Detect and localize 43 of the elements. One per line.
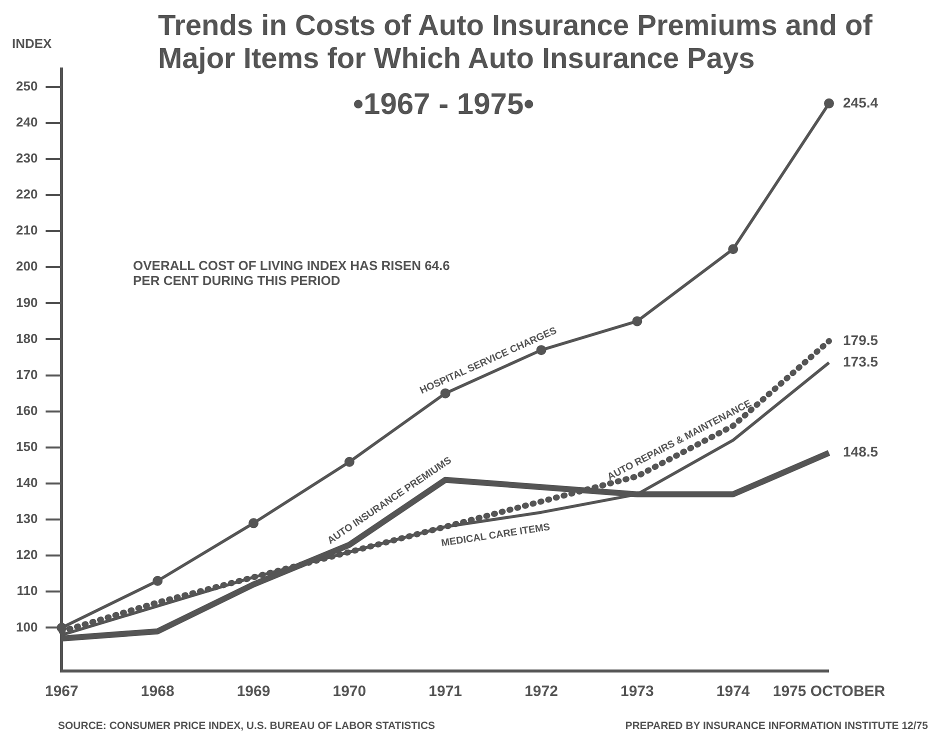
x-tick-label: 1974 — [716, 683, 750, 700]
y-tick-label: 190 — [16, 294, 38, 310]
data-label: 148.5 — [843, 444, 878, 460]
y-tick-label: 210 — [16, 222, 38, 238]
y-tick-label: 240 — [16, 114, 38, 130]
x-tick-label: 1967 — [45, 683, 78, 700]
data-label: 173.5 — [843, 354, 878, 370]
x-tick-label: 1969 — [236, 683, 270, 700]
text: MEDICAL CARE ITEMS — [440, 522, 552, 550]
y-tick-label: 120 — [16, 547, 38, 562]
point — [632, 316, 642, 326]
x-tick-label: 1973 — [620, 683, 654, 700]
x-tick-label: 1968 — [140, 683, 174, 700]
source-note: SOURCE: CONSUMER PRICE INDEX, U.S. BUREAU OF LABOR STATISTICS — [58, 720, 436, 732]
data-label: 179.5 — [843, 332, 878, 348]
x-tick-label: 1975 OCTOBER — [772, 683, 886, 700]
y-tick-label: 200 — [16, 258, 38, 274]
y-tick-label: 220 — [16, 186, 38, 202]
y-tick-label: 180 — [16, 330, 38, 346]
text: PREPARED BY INSURANCE INFORMATION INSTITUTE 12/75 — [625, 720, 928, 732]
text: •1967 - 1975• — [353, 88, 534, 122]
point — [56, 622, 67, 633]
chart-title: Trends in Costs of Auto Insurance Premiums and of Major Items for Which Auto Insurance Pays — [158, 10, 874, 76]
annotation: OVERALL COST OF LIVING INDEX HAS RISEN 64.6 PER CENT DURING THIS PERIOD — [133, 258, 451, 288]
y-tick-label: 230 — [16, 150, 38, 166]
point — [152, 576, 163, 586]
x-tick-label: 1971 — [428, 683, 462, 700]
x-tick-label: 1970 — [332, 683, 366, 700]
y-tick-label: 160 — [16, 402, 38, 418]
data-label: 245.4 — [843, 94, 878, 110]
y-tick-label: 100 — [16, 619, 38, 634]
y-tick-label: 140 — [16, 475, 38, 490]
y-tick-label: 130 — [16, 511, 38, 526]
y-tick-label: 170 — [16, 366, 38, 382]
point — [248, 518, 259, 528]
y-axis-title: INDEX — [12, 36, 52, 51]
point — [344, 456, 354, 467]
y-tick-label: 110 — [16, 583, 38, 598]
y-tick-label: 250 — [16, 78, 38, 94]
x-tick-label: 1972 — [524, 683, 558, 700]
point — [824, 98, 834, 108]
y-tick-label: 150 — [16, 439, 38, 454]
point — [728, 244, 738, 254]
